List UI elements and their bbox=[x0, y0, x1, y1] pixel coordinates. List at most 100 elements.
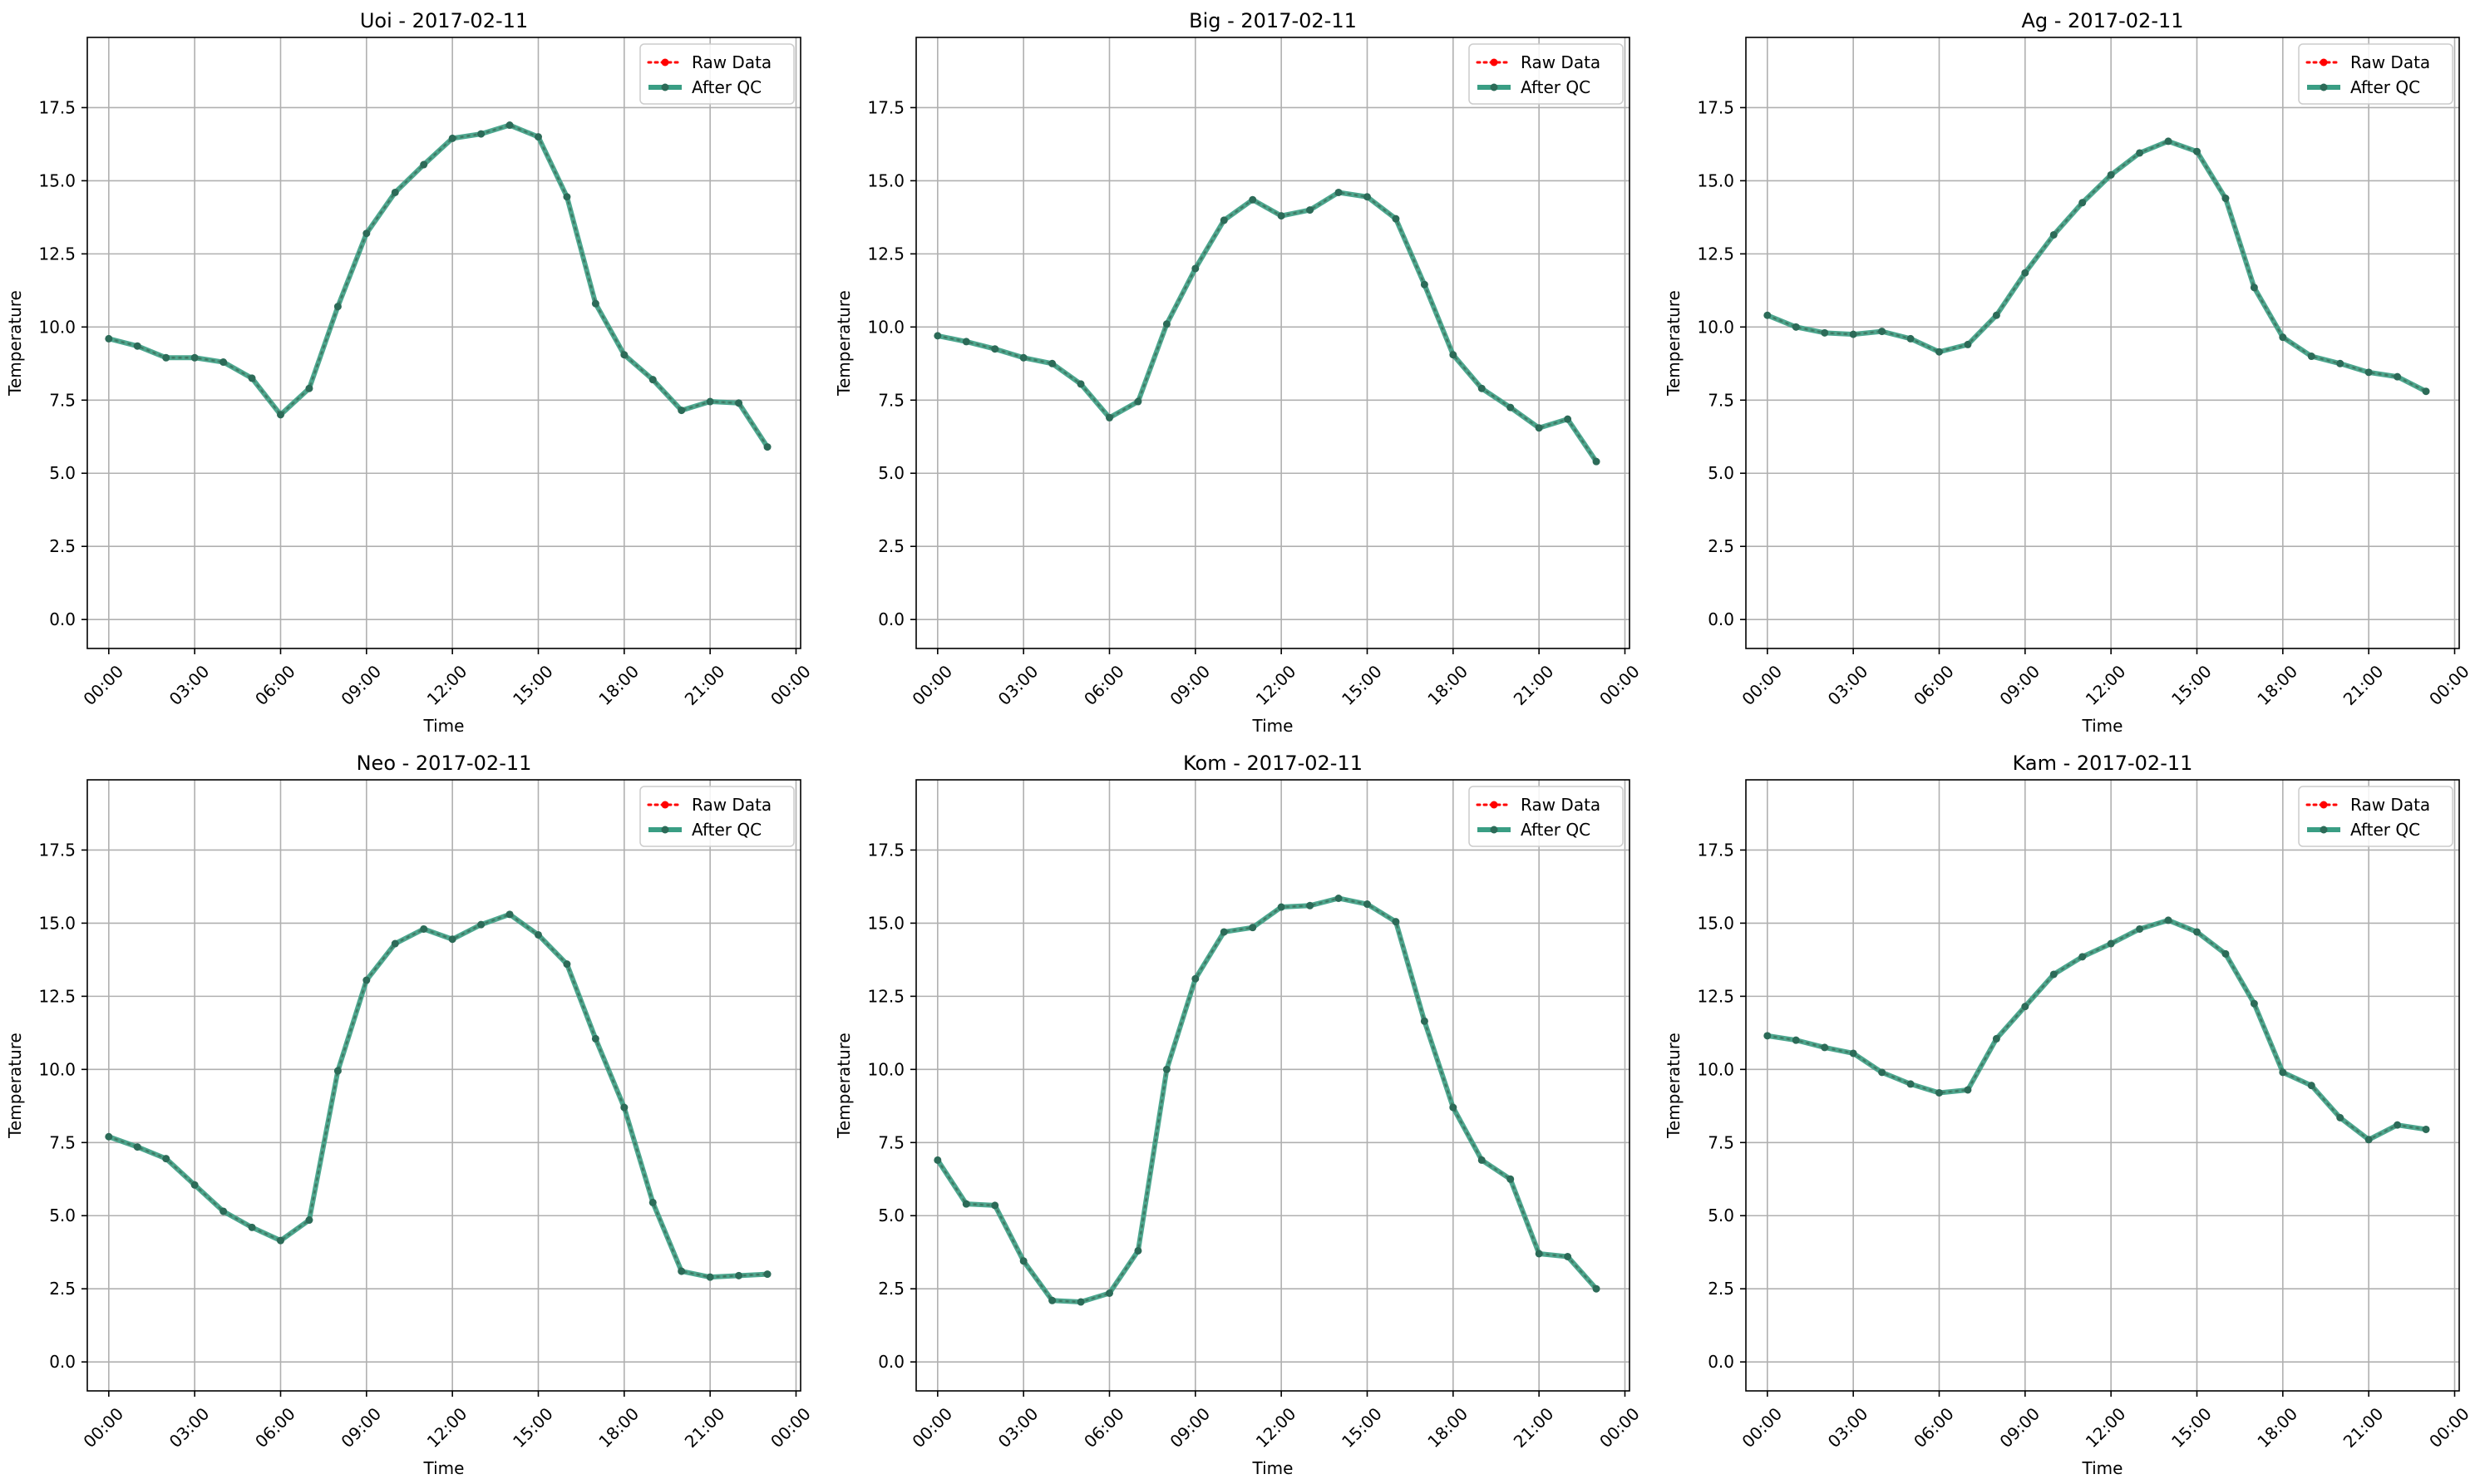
y-tick-label: 2.5 bbox=[1708, 1279, 1734, 1299]
x-tick-label: 21:00 bbox=[681, 1403, 729, 1452]
x-tick-label: 12:00 bbox=[423, 661, 471, 709]
data-point bbox=[1191, 974, 1200, 983]
y-tick-label: 7.5 bbox=[1708, 1132, 1734, 1152]
data-point bbox=[2336, 1113, 2344, 1122]
legend-label-after-qc: After QC bbox=[2350, 77, 2420, 97]
data-point bbox=[706, 397, 714, 406]
x-tick-label: 06:00 bbox=[1910, 1403, 1958, 1452]
data-point bbox=[1249, 924, 1257, 932]
data-point bbox=[276, 1236, 284, 1245]
data-point bbox=[1535, 1250, 1543, 1258]
data-point bbox=[2250, 283, 2258, 292]
data-point bbox=[391, 188, 399, 196]
y-tick-label: 2.5 bbox=[49, 1279, 76, 1299]
data-point bbox=[1019, 1257, 1028, 1265]
series-line-after-qc bbox=[1766, 138, 2428, 394]
x-axis-label: Time bbox=[1252, 1458, 1294, 1478]
data-point bbox=[1363, 900, 1371, 909]
x-tick-label: 06:00 bbox=[1080, 1403, 1128, 1452]
data-point bbox=[1162, 1065, 1171, 1073]
x-tick-label: 00:00 bbox=[79, 1403, 127, 1452]
data-point bbox=[333, 1067, 342, 1075]
series-line-after-qc bbox=[1767, 917, 2427, 1142]
y-axis-label: Temperature bbox=[834, 1033, 854, 1139]
data-point bbox=[2078, 199, 2087, 207]
data-point bbox=[219, 358, 228, 367]
data-point bbox=[362, 229, 371, 238]
data-point bbox=[448, 134, 456, 142]
subplot-5: 0.0 2.5 5.0 7.5 10.0 12.5 15.0 17.5 00:00 03:00 06… bbox=[834, 752, 1644, 1478]
data-point bbox=[563, 960, 571, 969]
data-point bbox=[2049, 230, 2058, 239]
x-tick-label: 12:00 bbox=[1252, 1403, 1300, 1452]
series-overlay-dots bbox=[108, 913, 768, 1279]
y-tick-label: 0.0 bbox=[1708, 1352, 1734, 1372]
y-axis-label: Temperature bbox=[834, 290, 854, 397]
data-point bbox=[1277, 903, 1285, 911]
data-point bbox=[1077, 1298, 1085, 1306]
y-tick-label: 17.5 bbox=[1697, 840, 1734, 860]
data-point bbox=[1162, 320, 1171, 328]
data-point bbox=[1134, 397, 1142, 406]
x-tick-label: 09:00 bbox=[1995, 661, 2044, 709]
data-point bbox=[1392, 214, 1400, 223]
series-line-raw-data bbox=[107, 913, 769, 1279]
x-tick-label: 15:00 bbox=[509, 661, 557, 709]
y-tick-label: 15.0 bbox=[867, 170, 905, 190]
data-point bbox=[2136, 149, 2144, 157]
data-point bbox=[648, 1198, 657, 1206]
data-point bbox=[2307, 353, 2315, 361]
data-point bbox=[962, 1200, 970, 1208]
plot-frame bbox=[915, 37, 1630, 649]
data-point bbox=[2107, 170, 2115, 179]
x-tick-label: 06:00 bbox=[1910, 661, 1958, 709]
data-point bbox=[1334, 188, 1343, 196]
series-line-raw-data bbox=[1766, 140, 2428, 393]
x-tick-label: 00:00 bbox=[2425, 661, 2473, 709]
y-tick-label: 12.5 bbox=[1697, 986, 1734, 1006]
data-point bbox=[2422, 1125, 2430, 1133]
plot-frame bbox=[86, 779, 801, 1392]
x-tick-label: 15:00 bbox=[2167, 661, 2216, 709]
x-axis-label: Time bbox=[1252, 716, 1294, 736]
data-point bbox=[1105, 413, 1113, 422]
x-tick-label: 00:00 bbox=[1738, 661, 1786, 709]
data-point bbox=[1191, 264, 1200, 273]
series-line-after-qc bbox=[935, 895, 1599, 1305]
legend: Raw Data After QC bbox=[2298, 786, 2453, 847]
y-tick-label: 2.5 bbox=[49, 536, 76, 556]
data-point bbox=[1792, 323, 1800, 331]
data-point bbox=[1506, 1175, 1515, 1183]
legend-label-after-qc: After QC bbox=[692, 820, 762, 840]
chart-title: Ag - 2017-02-11 bbox=[2021, 9, 2183, 32]
data-point bbox=[162, 1155, 170, 1163]
data-point bbox=[706, 1273, 714, 1281]
data-point bbox=[1564, 415, 1572, 423]
data-point bbox=[1763, 311, 1772, 319]
y-tick-label: 0.0 bbox=[49, 1352, 76, 1372]
y-tick-label: 15.0 bbox=[38, 913, 76, 933]
x-tick-label: 12:00 bbox=[1252, 661, 1300, 709]
legend-label-after-qc: After QC bbox=[1521, 77, 1590, 97]
plot-frame bbox=[86, 37, 801, 649]
data-point bbox=[420, 924, 428, 933]
data-point bbox=[276, 411, 284, 419]
data-point bbox=[1220, 928, 1228, 936]
x-tick-label: 00:00 bbox=[1595, 1403, 1644, 1452]
data-point bbox=[934, 1156, 942, 1164]
x-axis-label: Time bbox=[423, 1458, 465, 1478]
x-tick-label: 06:00 bbox=[251, 1403, 299, 1452]
data-point bbox=[648, 376, 657, 384]
data-point bbox=[305, 1216, 313, 1225]
data-point bbox=[105, 334, 113, 343]
x-tick-label: 00:00 bbox=[1738, 1403, 1786, 1452]
data-point bbox=[1334, 894, 1343, 902]
y-tick-label: 10.0 bbox=[867, 317, 905, 337]
legend-label-raw-data: Raw Data bbox=[1521, 795, 1600, 815]
y-tick-label: 15.0 bbox=[1697, 913, 1734, 933]
y-tick-label: 12.5 bbox=[38, 244, 76, 264]
series-line-after-qc bbox=[108, 122, 770, 449]
data-point bbox=[2164, 916, 2172, 924]
x-tick-label: 21:00 bbox=[681, 661, 729, 709]
y-tick-label: 5.0 bbox=[878, 1205, 905, 1225]
